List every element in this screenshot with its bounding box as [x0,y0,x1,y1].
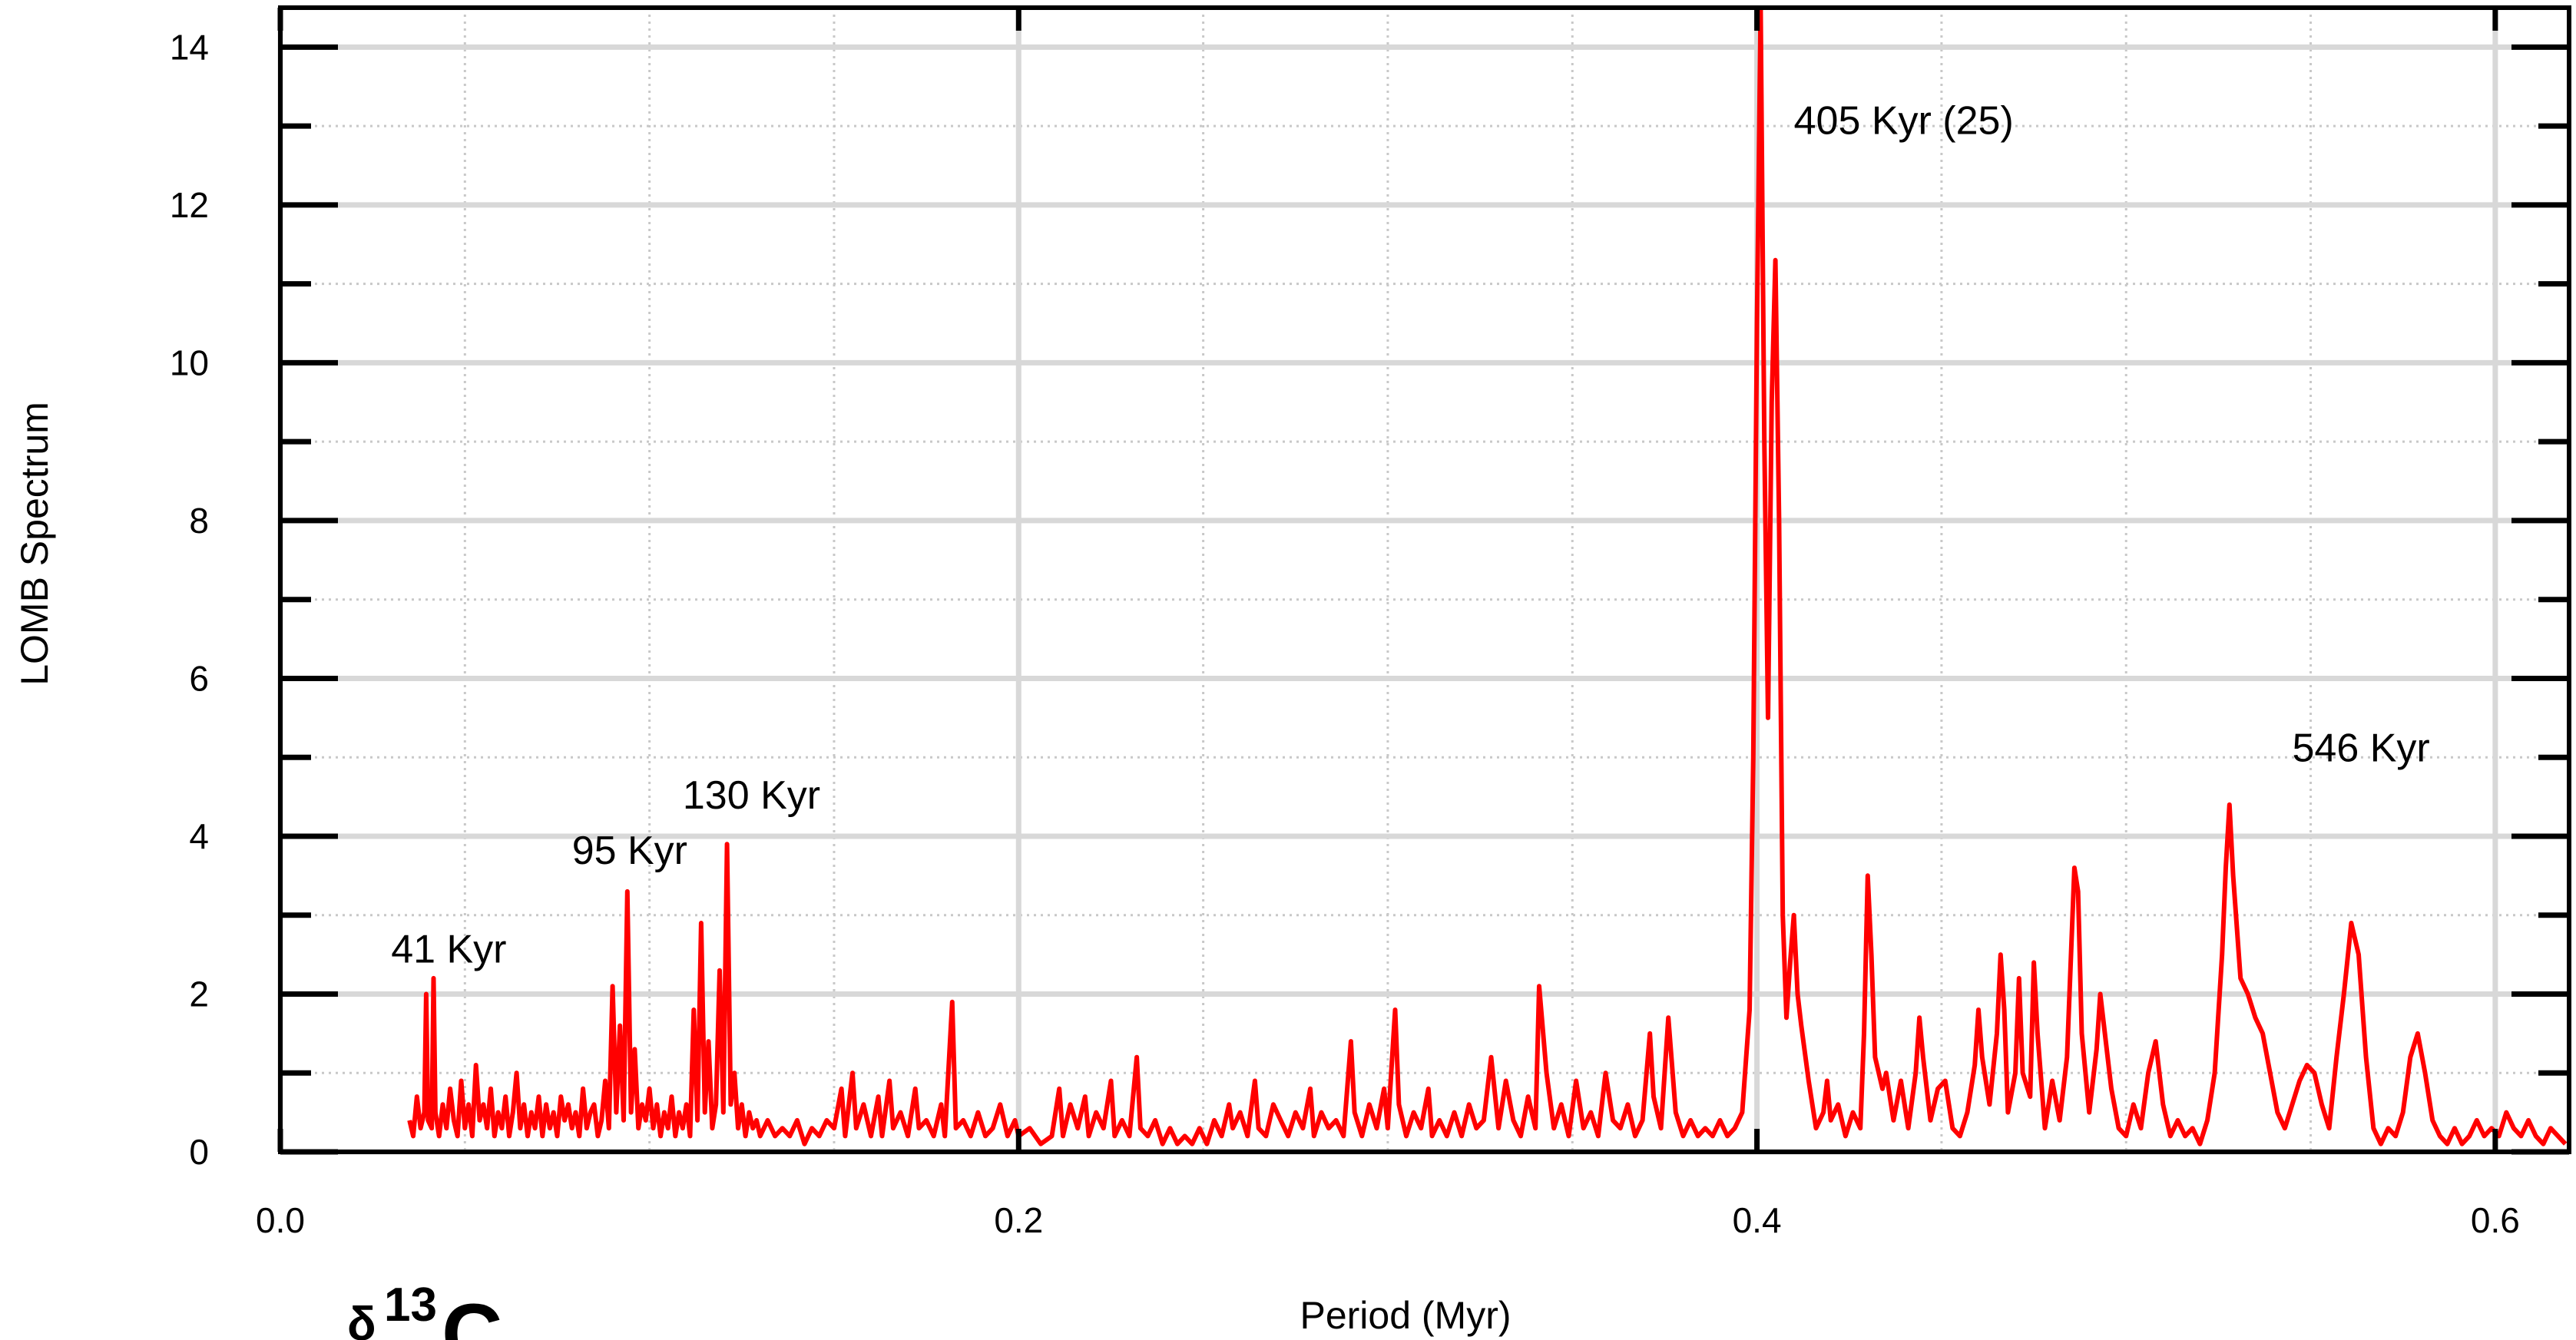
x-tick-label: 0.4 [1733,1200,1782,1240]
y-tick-label: 0 [189,1132,209,1172]
x-axis-label: Period (Myr) [1300,1294,1511,1337]
corner-symbol-prefix: δ [347,1298,376,1340]
series-line-0 [407,5,2568,1146]
x-tick-label: 0.6 [2471,1200,2520,1240]
x-tick-label: 0.2 [994,1200,1043,1240]
corner-symbol-main: C [442,1287,502,1340]
peak-annotation: 95 Kyr [572,829,687,873]
corner-symbol-sup: 13 [384,1279,437,1332]
x-tick-label: 0.0 [256,1200,305,1240]
peak-annotation: 546 Kyr [2293,726,2430,770]
y-tick-label: 2 [189,974,209,1014]
y-axis-label: LOMB Spectrum [13,402,56,686]
peak-annotation: 130 Kyr [683,773,820,818]
peak-annotation: 41 Kyr [391,927,506,971]
corner-symbol: δ 13 C [347,1279,502,1340]
series-group [407,5,2568,1146]
y-tick-label: 4 [189,816,209,856]
peak-annotation: 405 Kyr (25) [1794,98,2014,143]
y-tick-label: 12 [170,185,209,225]
y-tick-label: 8 [189,501,209,541]
peak-annotations: 41 Kyr 95 Kyr 130 Kyr 405 Kyr (25) 546 Kyr [391,98,2430,971]
plot-border [278,5,2571,1154]
y-tick-label: 10 [170,342,209,382]
axis-ticks: 0.0 0.2 0.4 0.6 0 2 4 6 8 10 12 14 [170,8,2569,1240]
y-tick-label: 14 [170,27,209,67]
plot-frame [278,5,2571,1154]
y-tick-label: 6 [189,658,209,698]
